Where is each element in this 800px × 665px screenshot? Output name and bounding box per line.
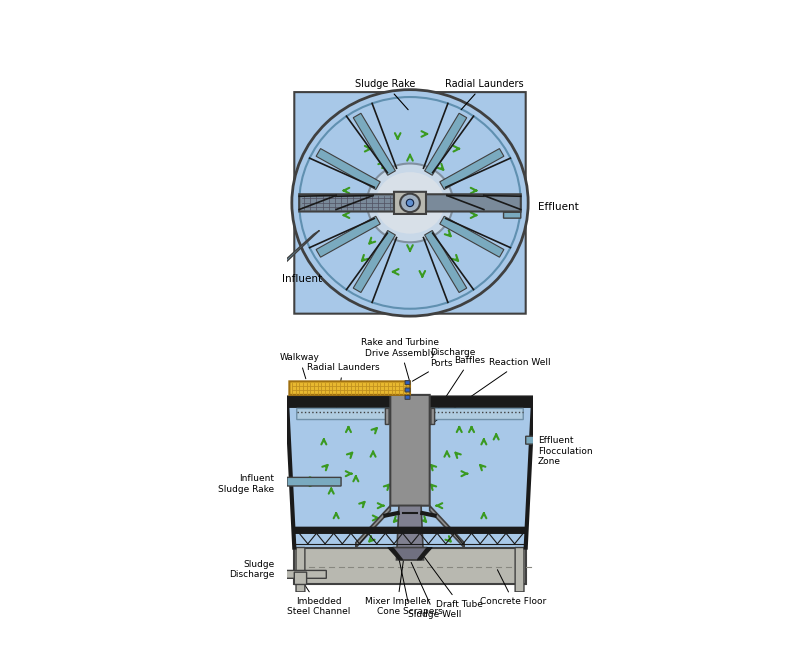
Text: Cone Scrapers: Cone Scrapers [377,555,443,616]
Polygon shape [354,113,395,176]
Polygon shape [440,148,504,190]
FancyBboxPatch shape [394,192,426,214]
Text: Draft Tube: Draft Tube [412,540,482,608]
Polygon shape [430,505,464,547]
FancyBboxPatch shape [390,395,430,505]
FancyBboxPatch shape [290,381,410,395]
FancyBboxPatch shape [299,194,521,211]
Text: Influent: Influent [240,474,274,483]
Circle shape [403,196,417,209]
Text: Radial Launders: Radial Launders [445,79,523,110]
FancyBboxPatch shape [430,408,523,420]
Polygon shape [388,547,402,560]
FancyBboxPatch shape [287,477,341,486]
Text: Sludge Rake: Sludge Rake [355,79,415,110]
Text: Rake and Turbine
Drive Assembly: Rake and Turbine Drive Assembly [361,338,439,380]
Text: Radial Launders: Radial Launders [306,363,379,407]
Polygon shape [425,231,466,293]
Ellipse shape [400,194,420,212]
Text: Effluent: Effluent [538,201,578,211]
FancyBboxPatch shape [297,408,390,420]
Polygon shape [278,231,319,267]
Text: Sludge
Discharge: Sludge Discharge [230,560,274,579]
Polygon shape [316,216,380,257]
Text: Baffles: Baffles [433,356,486,417]
FancyBboxPatch shape [526,436,541,444]
FancyBboxPatch shape [282,571,326,579]
Ellipse shape [375,172,445,233]
Text: Flocculation
Zone: Flocculation Zone [538,447,593,466]
Polygon shape [356,505,390,547]
Polygon shape [354,231,395,293]
FancyBboxPatch shape [294,92,526,314]
Text: Concrete Floor: Concrete Floor [480,570,546,606]
Circle shape [406,200,414,207]
Polygon shape [294,547,526,585]
FancyBboxPatch shape [405,380,410,384]
FancyBboxPatch shape [294,527,526,533]
Ellipse shape [367,164,453,242]
Text: Walkway: Walkway [279,354,319,378]
FancyBboxPatch shape [296,547,305,592]
Polygon shape [316,148,380,190]
Polygon shape [393,547,427,560]
FancyBboxPatch shape [405,396,410,400]
FancyBboxPatch shape [386,408,389,424]
FancyBboxPatch shape [515,547,524,592]
Polygon shape [418,547,432,560]
FancyBboxPatch shape [294,572,306,585]
Text: Mixer Impeller: Mixer Impeller [365,516,430,606]
Polygon shape [425,113,466,176]
Polygon shape [287,400,533,547]
Text: Influent: Influent [282,274,322,284]
FancyBboxPatch shape [503,212,521,218]
Text: Discharge
Ports: Discharge Ports [413,348,475,381]
FancyBboxPatch shape [405,388,410,392]
Text: Imbedded
Steel Channel: Imbedded Steel Channel [287,581,350,616]
FancyBboxPatch shape [287,396,533,407]
Ellipse shape [292,90,528,316]
Polygon shape [440,216,504,257]
Text: Effluent: Effluent [538,436,574,445]
Text: Sludge Well: Sludge Well [408,563,462,618]
Polygon shape [397,505,423,560]
Text: Sludge Rake: Sludge Rake [218,485,274,494]
FancyBboxPatch shape [431,408,434,424]
Text: Reaction Well: Reaction Well [422,358,550,430]
